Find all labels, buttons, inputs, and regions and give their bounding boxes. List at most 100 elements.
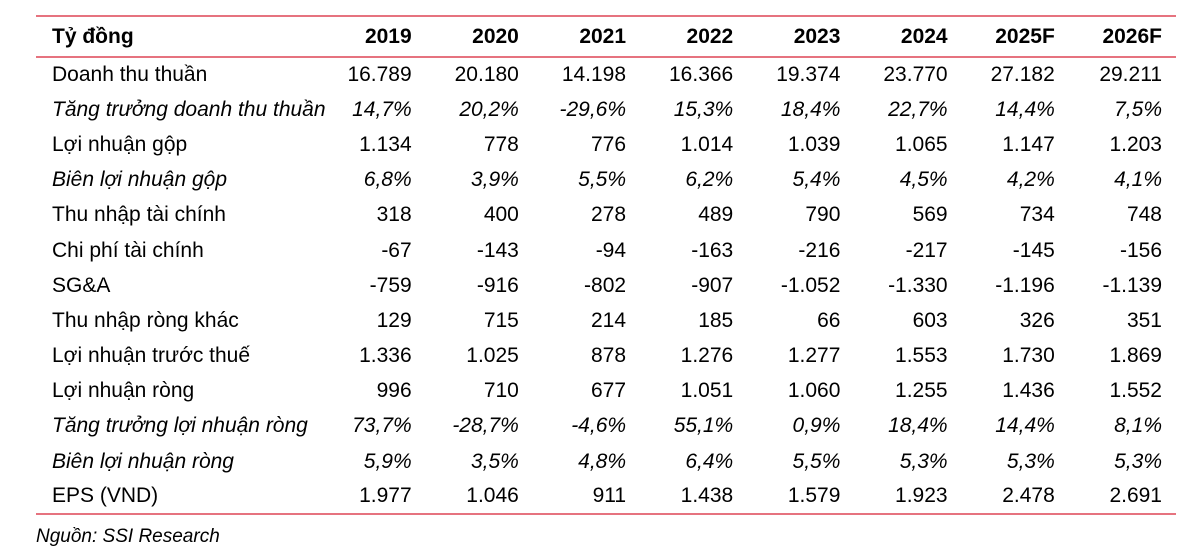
table-cell: 1.025: [466, 344, 519, 368]
table-cell: 400: [483, 203, 519, 227]
table-cell: 1.060: [787, 379, 841, 403]
table-cell: 278: [591, 203, 627, 227]
table-cell: 14.198: [561, 63, 627, 87]
table-row: Thu nhập tài chính 318 400 278 489 790 569 734 7…: [36, 198, 1176, 233]
table-row: SG&A -759 -916 -802 -907 -1.052 -1.330 -1.196 -1…: [36, 268, 1176, 303]
row-label: Thu nhập ròng khác: [52, 308, 239, 332]
table-row: Tăng trưởng doanh thu thuần 14,7% 20,2% -29…: [36, 92, 1176, 127]
table-cell: 911: [532, 479, 641, 516]
table-cell: 22,7%: [888, 97, 948, 121]
row-label: Tăng trưởng doanh thu thuần: [52, 97, 326, 121]
table-cell: 14,7%: [352, 97, 412, 121]
row-label: Chi phí tài chính: [52, 238, 204, 262]
table-cell: 2.478: [961, 479, 1069, 516]
table-cell: -907: [691, 273, 734, 297]
header-year: 2020: [425, 15, 533, 58]
table-cell: 4,5%: [899, 168, 948, 192]
table-cell: -217: [905, 238, 948, 262]
table-cell: 5,5%: [792, 449, 841, 473]
table-cell: 1.438: [640, 479, 748, 516]
table-cell: 2.691: [1068, 479, 1176, 516]
table-cell: 1.869: [1109, 344, 1162, 368]
table-cell: 6,8%: [363, 168, 412, 192]
table-header-row: Tỷ đồng 2019 2020 2021 2022 2023 2024 20…: [36, 15, 1176, 58]
table-cell: -4,6%: [571, 414, 627, 438]
header-unit: Tỷ đồng: [36, 15, 319, 58]
table-cell: 778: [483, 132, 519, 156]
header-year: 2023: [747, 15, 855, 58]
row-label: EPS (VND): [36, 479, 319, 516]
row-label: Thu nhập tài chính: [52, 203, 226, 227]
row-label: SG&A: [52, 273, 111, 297]
table-cell: -28,7%: [452, 414, 519, 438]
table-cell: 7,5%: [1114, 97, 1162, 121]
table-cell: 748: [1126, 203, 1162, 227]
table-cell: 603: [912, 308, 948, 332]
table-cell: 5,3%: [1006, 449, 1055, 473]
financial-table: Tỷ đồng 2019 2020 2021 2022 2023 2024 20…: [36, 15, 1176, 516]
table-row: Chi phí tài chính -67 -143 -94 -163 -216 -217 -…: [36, 233, 1176, 268]
table-cell: 20.180: [454, 63, 519, 87]
table-cell: 1.046: [425, 479, 533, 516]
table-cell: -1.330: [888, 273, 948, 297]
table-cell: 129: [376, 308, 412, 332]
table-cell: 1.977: [318, 479, 426, 516]
row-label: Doanh thu thuần: [52, 63, 208, 87]
table-cell: 27.182: [990, 63, 1055, 87]
table-cell: -163: [691, 238, 734, 262]
table-cell: 1.039: [787, 132, 841, 156]
table-cell: -216: [798, 238, 841, 262]
table-row: Biên lợi nhuận ròng 5,9% 3,5% 4,8% 6,4% 5,5% 5…: [36, 444, 1176, 479]
table-cell: 3,9%: [470, 168, 519, 192]
table-cell: 351: [1126, 308, 1162, 332]
table-cell: 23.770: [883, 63, 948, 87]
table-cell: 1.276: [680, 344, 734, 368]
table-cell: 776: [591, 132, 627, 156]
row-label: Lợi nhuận trước thuế: [52, 344, 251, 368]
table-cell: -1.052: [780, 273, 841, 297]
table-cell: 16.366: [669, 63, 734, 87]
row-label: Biên lợi nhuận ròng: [52, 449, 234, 473]
table-body: Doanh thu thuần 16.789 20.180 14.198 16.366 1…: [36, 57, 1176, 516]
table-cell: 326: [1019, 308, 1055, 332]
table-cell: 15,3%: [673, 97, 734, 121]
table-cell: 8,1%: [1114, 414, 1162, 438]
header-year: 2024: [854, 15, 962, 58]
table-cell: 1.134: [359, 132, 412, 156]
row-label: Lợi nhuận gộp: [52, 132, 188, 156]
table-cell: -156: [1119, 238, 1162, 262]
table-cell: 5,4%: [792, 168, 841, 192]
table-cell: 185: [698, 308, 734, 332]
table-cell: 4,8%: [578, 449, 627, 473]
table-cell: 318: [376, 203, 412, 227]
table-cell: 489: [698, 203, 734, 227]
table-cell: -143: [476, 238, 519, 262]
table-cell: 790: [805, 203, 841, 227]
table-row: EPS (VND) 1.977 1.046 911 1.438 1.579 1.923 2.4…: [36, 479, 1176, 516]
table-cell: 1.014: [680, 132, 734, 156]
table-cell: 1.923: [854, 479, 962, 516]
table-cell: 6,4%: [685, 449, 734, 473]
table-cell: 19.374: [776, 63, 841, 87]
financial-table-container: Tỷ đồng 2019 2020 2021 2022 2023 2024 20…: [36, 15, 1176, 516]
table-cell: 734: [1019, 203, 1055, 227]
table-cell: 4,1%: [1114, 168, 1162, 192]
table-cell: 0,9%: [792, 414, 841, 438]
source-note: Nguồn: SSI Research: [36, 526, 220, 547]
table-cell: 214: [591, 308, 627, 332]
table-cell: 16.789: [347, 63, 412, 87]
row-label: Tăng trưởng lợi nhuận ròng: [52, 414, 308, 438]
table-cell: 1.579: [747, 479, 855, 516]
table-cell: 29.211: [1099, 63, 1162, 87]
table-cell: 710: [483, 379, 519, 403]
table-cell: 18,4%: [888, 414, 948, 438]
table-cell: 73,7%: [352, 414, 412, 438]
table-cell: 1.051: [680, 379, 734, 403]
header-year: 2025F: [961, 15, 1069, 58]
table-cell: 18,4%: [780, 97, 841, 121]
table-cell: 20,2%: [459, 97, 519, 121]
table-cell: -759: [369, 273, 412, 297]
table-cell: 4,2%: [1006, 168, 1055, 192]
table-cell: 1.255: [895, 379, 948, 403]
table-cell: 1.552: [1109, 379, 1162, 403]
